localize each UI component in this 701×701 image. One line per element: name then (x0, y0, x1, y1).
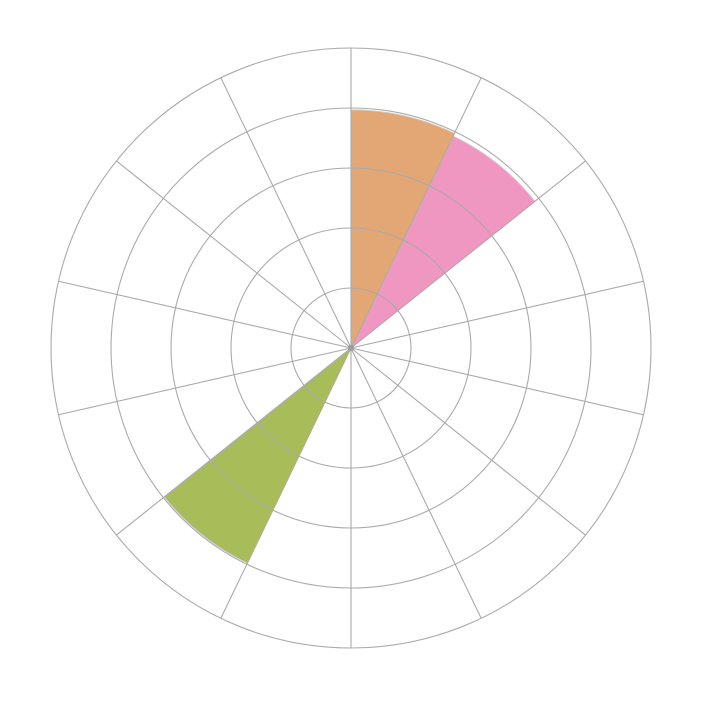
polar-wedge-1[interactable] (350, 135, 536, 349)
grid-spoke-3 (351, 281, 643, 348)
grid-spoke-6 (351, 348, 481, 618)
grid-spoke-8 (221, 348, 351, 618)
grid-spoke-11 (59, 281, 351, 348)
data-wedges-layer[interactable] (163, 109, 536, 564)
grid-spoke-2 (351, 161, 586, 348)
grid-spoke-10 (59, 348, 351, 415)
grid-spoke-13 (221, 78, 351, 348)
grid-spoke-12 (116, 161, 351, 348)
grid-spoke-4 (351, 348, 643, 415)
grid-spoke-9 (116, 348, 351, 535)
polar-grid-layer (51, 48, 651, 648)
grid-spoke-5 (351, 348, 586, 535)
center-hub (347, 344, 355, 352)
grid-spoke-1 (351, 78, 481, 348)
polar-wedge-8[interactable] (163, 347, 352, 564)
